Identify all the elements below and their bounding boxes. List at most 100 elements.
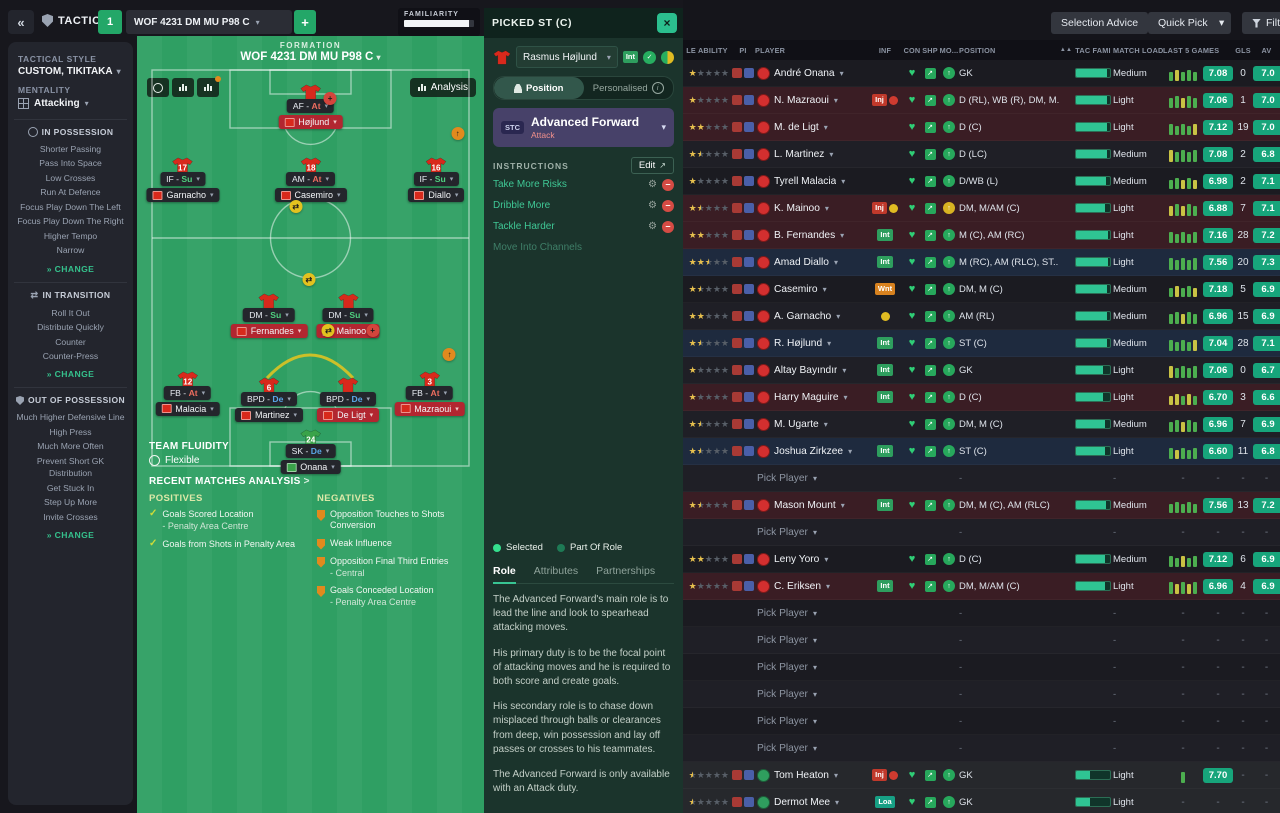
quick-pick-caret-button[interactable]: ▾ <box>1212 12 1232 34</box>
player-name-selector[interactable]: Casemiro ▾ <box>274 188 347 203</box>
player-cell[interactable]: K. Mainoo ▾ <box>755 201 867 215</box>
squad-row[interactable]: ★★★★★ A. Garnacho ▾ ♥ ↗ ↑ AM (RL) Medium 6.96 15 6… <box>683 303 1280 330</box>
column-header[interactable]: SHP <box>922 45 938 55</box>
player-cell[interactable]: Harry Maguire ▾ <box>755 390 867 404</box>
player-name-selector[interactable]: Garnacho ▾ <box>146 188 220 203</box>
squad-row[interactable]: ★★★★★ L. Martinez ▾ ♥ ↗ ↑ D (LC) Medium 7.08 2 6.8 <box>683 141 1280 168</box>
squad-row[interactable]: ★★★★★ Amad Diallo ▾ Int ♥ ↗ ↑ M (RC), AM (RLC),… <box>683 249 1280 276</box>
pitch-player[interactable]: 16 IF - Su ▾ Diallo ▾ <box>408 157 465 203</box>
player-name-selector[interactable]: Martinez ▾ <box>234 408 303 423</box>
squad-row[interactable]: ★★★★★ Harry Maguire ▾ Int ♥ ↗ ↑ D (C) Light 6.70 3… <box>683 384 1280 411</box>
squad-row[interactable]: ★★★★★ Tyrell Malacia ▾ ♥ ↗ ↑ D/WB (L) Medium 6.9… <box>683 168 1280 195</box>
change-button[interactable]: » CHANGE <box>46 530 95 541</box>
squad-row[interactable]: Pick Player ▾ - - - - - - <box>683 519 1280 546</box>
player-cell[interactable]: Pick Player ▾ <box>755 689 867 700</box>
picked-player-dropdown[interactable]: Rasmus Højlund ▾ <box>516 46 618 68</box>
gear-icon[interactable]: ⚙ <box>648 179 657 190</box>
role-selector[interactable]: IF - Su ▾ <box>413 172 460 187</box>
player-cell[interactable]: Tom Heaton ▾ <box>755 768 867 782</box>
role-selector[interactable]: BPD - De ▾ <box>241 392 297 407</box>
change-button[interactable]: » CHANGE <box>46 369 95 380</box>
column-header[interactable]: LAST 5 GAMES <box>1163 45 1220 55</box>
column-header[interactable]: PLAYER <box>755 45 786 55</box>
back-button[interactable]: « <box>8 10 34 34</box>
squad-row[interactable]: ★★★★★ K. Mainoo ▾ Inj ♥ ↗ ↑ DM, M/AM (C) Light 6.… <box>683 195 1280 222</box>
role-selector[interactable]: BPD - De ▾ <box>320 392 377 407</box>
column-header[interactable]: POSITION <box>959 45 996 55</box>
tactic-select-dropdown[interactable]: WOF 4231 DM MU P98 C ▾ <box>126 10 292 34</box>
squad-row[interactable]: ★★★★★ Leny Yoro ▾ ♥ ↗ ↑ D (C) Medium 7.12 6 6.9 <box>683 546 1280 573</box>
edit-button[interactable]: Edit ↗ <box>630 157 674 174</box>
player-cell[interactable]: André Onana ▾ <box>755 66 867 80</box>
pitch-player[interactable]: AF - At ▾ Højlund ▾ <box>278 84 343 130</box>
formation-name-dropdown[interactable]: WOF 4231 DM MU P98 C ▾ <box>137 51 484 63</box>
player-cell[interactable]: Pick Player ▾ <box>755 527 867 538</box>
column-header[interactable]: MATCH LOAD <box>1113 45 1163 55</box>
player-cell[interactable]: B. Fernandes ▾ <box>755 228 867 242</box>
player-cell[interactable]: Tyrell Malacia ▾ <box>755 174 867 188</box>
tactic-tab-1[interactable]: 1 <box>98 10 122 34</box>
remove-icon[interactable]: – <box>662 220 674 233</box>
role-selector[interactable]: FB - At ▾ <box>163 385 212 400</box>
player-cell[interactable]: Mason Mount ▾ <box>755 498 867 512</box>
column-header[interactable]: LE ABILITY <box>686 45 728 55</box>
squad-row[interactable]: ★★★★★ M. de Ligt ▾ ♥ ↗ ↑ D (C) Light 7.12 19 7.0 <box>683 114 1280 141</box>
analysis-title[interactable]: RECENT MATCHES ANALYSIS > <box>149 476 477 487</box>
squad-row[interactable]: ★★★★★ Casemiro ▾ Wnt ♥ ↗ ↑ DM, M (C) Medium 7.18 5… <box>683 276 1280 303</box>
pitch-player[interactable]: 18 AM - At ▾ Casemiro ▾ <box>274 157 347 203</box>
squad-row[interactable]: ★★★★★ Tom Heaton ▾ Inj ♥ ↗ ↑ GK Light 7.70- - <box>683 762 1280 789</box>
column-header[interactable]: CON <box>903 45 921 55</box>
column-header[interactable]: ▲▲ <box>1059 47 1073 53</box>
squad-row[interactable]: Pick Player ▾ - - - - - - <box>683 627 1280 654</box>
squad-row[interactable]: Pick Player ▾ - - - - - - <box>683 465 1280 492</box>
player-cell[interactable]: Joshua Zirkzee ▾ <box>755 444 867 458</box>
mentality-dropdown[interactable]: Attacking ▾ <box>18 98 123 109</box>
player-cell[interactable]: C. Eriksen ▾ <box>755 579 867 593</box>
role-selector[interactable]: FB - At ▾ <box>405 385 454 400</box>
player-cell[interactable]: Casemiro ▾ <box>755 282 867 296</box>
pitch-player[interactable]: 6 BPD - De ▾ Martinez ▾ <box>234 377 303 423</box>
list-view-button[interactable] <box>197 76 221 97</box>
player-name-selector[interactable]: Fernandes ▾ <box>230 324 308 339</box>
analysis-button[interactable]: Analysis <box>409 78 476 97</box>
player-cell[interactable]: Pick Player ▾ <box>755 608 867 619</box>
player-cell[interactable]: Pick Player ▾ <box>755 473 867 484</box>
player-cell[interactable]: N. Mazraoui ▾ <box>755 93 867 107</box>
player-cell[interactable]: Pick Player ▾ <box>755 635 867 646</box>
role-selector[interactable]: SK - De ▾ <box>285 444 336 459</box>
toggle-personalised[interactable]: Personalised i <box>584 77 674 99</box>
tab-partnerships[interactable]: Partnerships <box>596 565 656 577</box>
column-header[interactable]: TAC FAMI <box>1075 45 1111 55</box>
player-name-selector[interactable]: Malacia ▾ <box>155 401 220 416</box>
player-cell[interactable]: R. Højlund ▾ <box>755 336 867 350</box>
player-cell[interactable]: Pick Player ▾ <box>755 743 867 754</box>
player-name-selector[interactable]: De Ligt ▾ <box>317 408 380 423</box>
toggle-position[interactable]: Position <box>494 77 584 99</box>
remove-icon[interactable]: – <box>662 199 674 212</box>
pitch-player[interactable]: 17 IF - Su ▾ Garnacho ▾ <box>146 157 220 203</box>
instruction-row[interactable]: Tackle Harder ⚙ – <box>493 216 674 237</box>
pitch-player[interactable]: DM - Su ▾ Fernandes ▾ <box>230 293 308 339</box>
tab-attributes[interactable]: Attributes <box>533 565 579 577</box>
player-cell[interactable]: Altay Bayındır ▾ <box>755 363 867 377</box>
change-button[interactable]: » CHANGE <box>46 263 95 274</box>
tactical-style-dropdown[interactable]: CUSTOM, TIKITAKA ▾ <box>18 66 123 77</box>
squad-row[interactable]: Pick Player ▾ - - - - - - <box>683 708 1280 735</box>
squad-row[interactable]: ★★★★★ Altay Bayındır ▾ Int ♥ ↗ ↑ GK Light 7.06 0 6.… <box>683 357 1280 384</box>
toolbar-button-selection-advice[interactable]: Selection Advice <box>1051 12 1149 34</box>
squad-row[interactable]: ★★★★★ Mason Mount ▾ Int ♥ ↗ ↑ DM, M (C), AM (RL… <box>683 492 1280 519</box>
player-cell[interactable]: Leny Yoro ▾ <box>755 552 867 566</box>
column-header[interactable]: GLS <box>1235 45 1251 55</box>
column-header[interactable]: PI <box>739 45 747 55</box>
player-cell[interactable]: Pick Player ▾ <box>755 716 867 727</box>
player-name-selector[interactable]: Mazraoui ▾ <box>394 401 465 416</box>
player-cell[interactable]: M. Ugarte ▾ <box>755 417 867 431</box>
squad-row[interactable]: ★★★★★ B. Fernandes ▾ Int ♥ ↗ ↑ M (C), AM (RC) Li… <box>683 222 1280 249</box>
player-name-selector[interactable]: Onana ▾ <box>280 460 341 475</box>
squad-row[interactable]: ★★★★★ N. Mazraoui ▾ Inj ♥ ↗ ↑ D (RL), WB (R), D… <box>683 87 1280 114</box>
pitch-player[interactable]: 12 FB - At ▾ Malacia ▾ <box>155 371 220 416</box>
squad-row[interactable]: Pick Player ▾ - - - - - - <box>683 681 1280 708</box>
add-tactic-button[interactable]: + <box>294 10 316 34</box>
player-cell[interactable]: A. Garnacho ▾ <box>755 309 867 323</box>
pitch-player[interactable]: 24 SK - De ▾ Onana ▾ <box>280 429 341 475</box>
